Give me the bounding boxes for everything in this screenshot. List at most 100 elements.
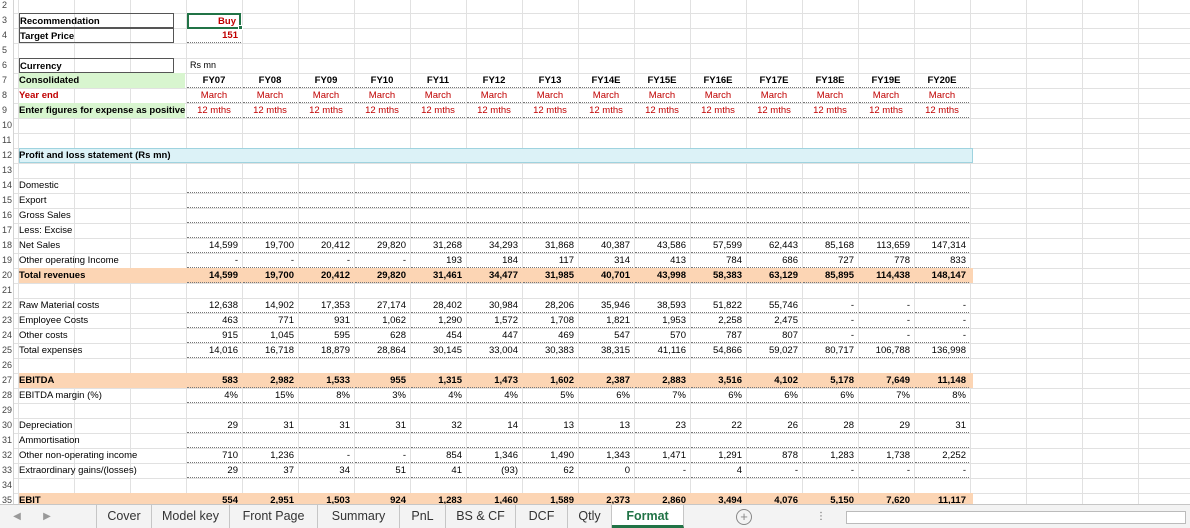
row-headers[interactable]: 2 3 4 5 6 7 8 9 10 11 12 13 14 15 16 17 18 19 20 21 22 23 24 25… <box>0 0 14 504</box>
data-cell[interactable]: 1,283 <box>803 448 857 463</box>
data-cell[interactable]: 41 <box>411 463 465 478</box>
data-cell[interactable]: 31,268 <box>411 238 465 253</box>
data-cell[interactable]: 31 <box>243 418 297 433</box>
data-cell[interactable]: - <box>915 313 969 328</box>
data-cell[interactable]: 1,572 <box>467 313 521 328</box>
data-cell[interactable]: 59,027 <box>747 343 801 358</box>
data-cell[interactable] <box>187 193 241 208</box>
column-header[interactable]: FY20E <box>915 73 969 88</box>
value-4[interactable]: 151 <box>187 28 241 43</box>
horizontal-scrollbar[interactable] <box>846 511 1186 524</box>
data-cell[interactable] <box>915 193 969 208</box>
row-number[interactable]: 35 <box>2 495 13 504</box>
data-cell[interactable]: - <box>803 313 857 328</box>
data-cell[interactable]: 8% <box>299 388 353 403</box>
column-header[interactable]: FY08 <box>243 73 297 88</box>
data-cell[interactable]: - <box>915 298 969 313</box>
column-header[interactable]: FY15E <box>635 73 689 88</box>
sheet-tab-bs-cf[interactable]: BS & CF <box>446 505 516 528</box>
sheet-tab-pnl[interactable]: PnL <box>400 505 446 528</box>
data-cell[interactable]: 3% <box>355 388 409 403</box>
data-cell[interactable] <box>635 193 689 208</box>
data-cell[interactable]: 136,998 <box>915 343 969 358</box>
data-cell[interactable]: 787 <box>691 328 745 343</box>
data-cell[interactable]: 5,178 <box>803 373 857 388</box>
data-cell[interactable] <box>747 208 801 223</box>
row-number[interactable]: 8 <box>2 90 8 100</box>
data-cell[interactable]: 33,004 <box>467 343 521 358</box>
data-cell[interactable]: 26 <box>747 418 801 433</box>
data-cell[interactable] <box>523 193 577 208</box>
add-sheet-icon[interactable]: + <box>736 509 752 525</box>
data-cell[interactable]: 1,602 <box>523 373 577 388</box>
data-cell[interactable]: 19,700 <box>243 268 297 283</box>
data-cell[interactable] <box>579 223 633 238</box>
data-cell[interactable] <box>579 433 633 448</box>
fill-handle[interactable] <box>238 25 243 30</box>
data-cell[interactable]: 878 <box>747 448 801 463</box>
data-cell[interactable]: 854 <box>411 448 465 463</box>
data-cell[interactable]: 1,236 <box>243 448 297 463</box>
data-cell[interactable] <box>691 433 745 448</box>
data-cell[interactable] <box>523 223 577 238</box>
data-cell[interactable]: 469 <box>523 328 577 343</box>
data-cell[interactable]: 13 <box>523 418 577 433</box>
tab-prev-icon[interactable]: ◀ <box>13 511 21 522</box>
value-3[interactable]: Buy <box>187 13 241 29</box>
data-cell[interactable] <box>355 223 409 238</box>
row-number[interactable]: 24 <box>2 330 13 340</box>
data-cell[interactable] <box>635 223 689 238</box>
data-cell[interactable]: 51,822 <box>691 298 745 313</box>
data-cell[interactable]: 14,016 <box>187 343 241 358</box>
year-end-value[interactable]: March <box>691 88 745 103</box>
data-cell[interactable]: 2,387 <box>579 373 633 388</box>
data-cell[interactable] <box>915 178 969 193</box>
row-number[interactable]: 5 <box>2 45 8 55</box>
data-cell[interactable] <box>243 208 297 223</box>
data-cell[interactable] <box>859 223 913 238</box>
data-cell[interactable]: - <box>803 463 857 478</box>
column-header[interactable]: FY19E <box>859 73 913 88</box>
data-cell[interactable]: 29 <box>859 418 913 433</box>
data-cell[interactable]: 5,150 <box>803 493 857 504</box>
period-value[interactable]: 12 mths <box>691 103 745 118</box>
data-cell[interactable]: 1,533 <box>299 373 353 388</box>
row-number[interactable]: 10 <box>2 120 13 130</box>
row-number[interactable]: 15 <box>2 195 13 205</box>
data-cell[interactable]: 41,116 <box>635 343 689 358</box>
data-cell[interactable]: 1,503 <box>299 493 353 504</box>
data-cell[interactable]: 915 <box>187 328 241 343</box>
row-number[interactable]: 27 <box>2 375 13 385</box>
data-cell[interactable]: 13 <box>579 418 633 433</box>
period-value[interactable]: 12 mths <box>243 103 297 118</box>
data-cell[interactable] <box>411 193 465 208</box>
data-cell[interactable]: 1,473 <box>467 373 521 388</box>
year-end-value[interactable]: March <box>803 88 857 103</box>
data-cell[interactable]: - <box>187 253 241 268</box>
data-cell[interactable]: 31,985 <box>523 268 577 283</box>
column-header[interactable]: FY09 <box>299 73 353 88</box>
data-cell[interactable]: 771 <box>243 313 297 328</box>
column-header[interactable]: FY14E <box>579 73 633 88</box>
data-cell[interactable]: 710 <box>187 448 241 463</box>
data-cell[interactable]: 955 <box>355 373 409 388</box>
data-cell[interactable]: 31,868 <box>523 238 577 253</box>
column-header[interactable]: FY10 <box>355 73 409 88</box>
data-cell[interactable] <box>579 178 633 193</box>
data-cell[interactable]: 51 <box>355 463 409 478</box>
data-cell[interactable]: 43,998 <box>635 268 689 283</box>
data-cell[interactable] <box>803 433 857 448</box>
data-cell[interactable]: 7% <box>635 388 689 403</box>
data-cell[interactable]: 2,860 <box>635 493 689 504</box>
sheet-tab-front-page[interactable]: Front Page <box>230 505 318 528</box>
data-cell[interactable]: 2,258 <box>691 313 745 328</box>
data-cell[interactable]: 28,864 <box>355 343 409 358</box>
data-cell[interactable]: 32 <box>411 418 465 433</box>
data-cell[interactable]: 6% <box>579 388 633 403</box>
data-cell[interactable]: 43,586 <box>635 238 689 253</box>
period-value[interactable]: 12 mths <box>579 103 633 118</box>
data-cell[interactable] <box>467 223 521 238</box>
value-6[interactable]: Rs mn <box>190 60 217 70</box>
data-cell[interactable]: 554 <box>187 493 241 504</box>
year-end-value[interactable]: March <box>635 88 689 103</box>
